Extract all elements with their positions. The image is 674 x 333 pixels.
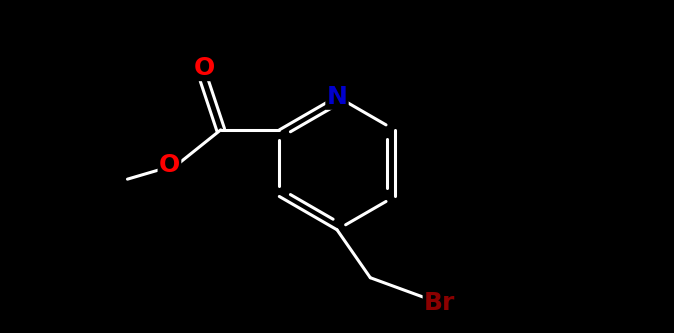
Text: Br: Br <box>424 291 455 315</box>
Text: O: O <box>193 56 215 80</box>
Text: O: O <box>159 153 180 176</box>
Text: N: N <box>327 85 347 109</box>
